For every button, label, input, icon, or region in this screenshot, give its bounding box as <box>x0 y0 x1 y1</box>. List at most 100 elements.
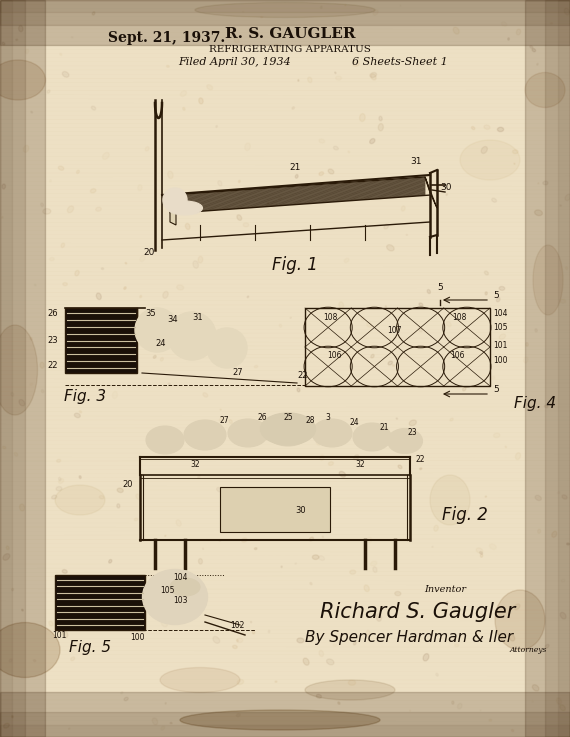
Ellipse shape <box>0 623 60 677</box>
Text: 5: 5 <box>493 291 499 300</box>
Ellipse shape <box>495 590 545 650</box>
Ellipse shape <box>234 37 239 43</box>
Text: 100: 100 <box>493 356 507 365</box>
Ellipse shape <box>67 206 74 213</box>
Text: REFRIGERATING APPARATUS: REFRIGERATING APPARATUS <box>209 45 371 54</box>
Ellipse shape <box>2 217 3 218</box>
Ellipse shape <box>409 420 417 426</box>
Ellipse shape <box>560 705 565 710</box>
Ellipse shape <box>61 243 64 248</box>
Bar <box>0 0 45 737</box>
Text: 104: 104 <box>493 309 507 318</box>
Bar <box>0 0 570 25</box>
Ellipse shape <box>370 139 375 144</box>
Ellipse shape <box>446 601 448 604</box>
Text: 102: 102 <box>230 621 245 630</box>
Ellipse shape <box>274 44 280 50</box>
Circle shape <box>168 312 216 360</box>
Ellipse shape <box>43 209 51 214</box>
Ellipse shape <box>220 409 221 410</box>
Ellipse shape <box>560 612 566 619</box>
Ellipse shape <box>165 702 166 704</box>
Ellipse shape <box>499 287 505 290</box>
Ellipse shape <box>338 702 340 705</box>
Ellipse shape <box>58 166 64 170</box>
Ellipse shape <box>556 698 561 705</box>
Ellipse shape <box>281 566 282 567</box>
Text: 35: 35 <box>145 309 156 318</box>
Ellipse shape <box>19 399 25 406</box>
Ellipse shape <box>312 555 319 559</box>
Text: 32: 32 <box>355 460 365 469</box>
Ellipse shape <box>514 604 520 609</box>
Text: 107: 107 <box>387 326 401 335</box>
Ellipse shape <box>238 181 240 183</box>
Ellipse shape <box>450 418 453 421</box>
Ellipse shape <box>567 543 569 545</box>
Ellipse shape <box>40 363 44 368</box>
Ellipse shape <box>396 418 397 419</box>
Ellipse shape <box>538 183 539 184</box>
Text: 103: 103 <box>173 596 188 605</box>
Ellipse shape <box>146 426 184 454</box>
Ellipse shape <box>136 494 141 500</box>
Ellipse shape <box>446 194 447 195</box>
Ellipse shape <box>378 124 384 131</box>
Text: Fig. 4: Fig. 4 <box>514 396 556 411</box>
Text: 22: 22 <box>47 361 58 370</box>
Bar <box>525 0 570 737</box>
Ellipse shape <box>312 419 352 447</box>
Ellipse shape <box>544 405 548 408</box>
Ellipse shape <box>532 49 536 52</box>
Bar <box>65 308 137 373</box>
Text: 30: 30 <box>440 183 451 192</box>
Text: 25: 25 <box>283 413 292 422</box>
Ellipse shape <box>299 438 303 441</box>
Ellipse shape <box>229 419 233 424</box>
Ellipse shape <box>339 472 345 477</box>
Text: 22: 22 <box>415 455 425 464</box>
Ellipse shape <box>460 140 520 180</box>
Text: 31: 31 <box>192 313 202 322</box>
Ellipse shape <box>508 38 510 41</box>
Ellipse shape <box>515 453 520 460</box>
Ellipse shape <box>237 640 238 642</box>
Bar <box>0 0 25 737</box>
Ellipse shape <box>392 365 394 366</box>
Ellipse shape <box>247 296 249 298</box>
Ellipse shape <box>55 485 105 515</box>
Ellipse shape <box>219 539 221 541</box>
Ellipse shape <box>109 559 112 563</box>
Ellipse shape <box>184 420 226 450</box>
Ellipse shape <box>423 654 429 661</box>
Ellipse shape <box>386 245 394 251</box>
Circle shape <box>163 188 187 212</box>
Circle shape <box>135 308 179 352</box>
Ellipse shape <box>0 325 38 415</box>
Ellipse shape <box>193 607 194 608</box>
Ellipse shape <box>452 701 454 704</box>
Text: Richard S. Gaugler: Richard S. Gaugler <box>320 602 515 622</box>
Ellipse shape <box>192 437 196 440</box>
Ellipse shape <box>297 638 304 643</box>
Ellipse shape <box>62 71 69 77</box>
Ellipse shape <box>481 147 487 153</box>
Ellipse shape <box>185 223 190 229</box>
Ellipse shape <box>533 245 563 315</box>
Text: 6 Sheets-Sheet 1: 6 Sheets-Sheet 1 <box>352 57 448 67</box>
Text: 3: 3 <box>325 413 330 422</box>
Text: Fig. 3: Fig. 3 <box>64 389 106 404</box>
Ellipse shape <box>192 312 197 318</box>
Ellipse shape <box>0 60 46 100</box>
Text: 100: 100 <box>130 633 145 642</box>
Ellipse shape <box>260 413 316 445</box>
Ellipse shape <box>79 411 82 413</box>
Bar <box>0 712 570 737</box>
Ellipse shape <box>525 72 565 108</box>
Text: 24: 24 <box>350 418 360 427</box>
Ellipse shape <box>526 343 528 346</box>
Ellipse shape <box>88 368 93 372</box>
Ellipse shape <box>319 172 324 175</box>
Ellipse shape <box>327 659 334 665</box>
Ellipse shape <box>398 465 402 469</box>
